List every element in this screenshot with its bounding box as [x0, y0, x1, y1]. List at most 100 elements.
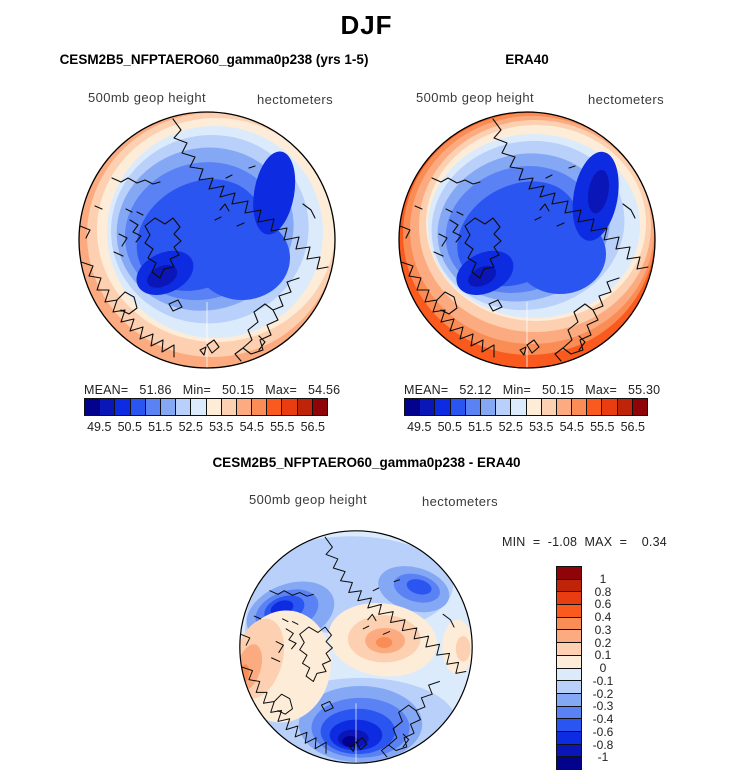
field-label-era40: 500mb geop height	[415, 90, 535, 105]
colorbar-segment	[190, 398, 207, 416]
contour-fills-model	[79, 112, 335, 368]
colorbar-tick-label: 56.5	[300, 420, 325, 434]
colorbar-tick-label: 56.5	[620, 420, 645, 434]
colorbar-tick-label: -0.4	[592, 712, 614, 726]
colorbar-tick-label: 53.5	[529, 420, 554, 434]
colorbar-tick-label: 0.6	[594, 597, 612, 612]
colorbar-segment	[556, 692, 582, 707]
colorbar-segment	[556, 616, 582, 631]
colorbar-segment	[434, 398, 451, 416]
colorbar-tick-label: 0.4	[594, 610, 612, 624]
colorbar-tick-label: 51.5	[148, 420, 173, 434]
field-label-diff: 500mb geop height	[248, 492, 368, 507]
map-rim	[78, 111, 336, 369]
colorbar-segment	[601, 398, 618, 416]
colorbar-segment	[556, 730, 582, 745]
colorbar-tick-label: -0.6	[592, 724, 614, 739]
map-diff	[239, 530, 473, 764]
colorbar-tick-label: 0.3	[594, 622, 612, 637]
colorbar-segment	[556, 566, 582, 580]
contour-fills-era40	[399, 112, 655, 368]
units-label-model: hectometers	[257, 92, 333, 107]
colorbar-tick-label: 50.5	[437, 420, 462, 434]
contour-fills-diff	[239, 530, 473, 764]
colorbar-segment	[571, 398, 588, 416]
colorbar-segment	[296, 398, 313, 416]
colorbar-segment	[251, 398, 268, 416]
colorbar-segment	[586, 398, 603, 416]
colorbar-diff	[556, 566, 582, 770]
colorbar-segment	[556, 705, 582, 720]
colorbar-era40	[404, 398, 648, 416]
colorbar-tick-label: 54.5	[559, 420, 584, 434]
colorbar-tick-label: 55.5	[270, 420, 295, 434]
colorbar-segment	[556, 756, 582, 770]
colorbar-segment	[525, 398, 542, 416]
field-label-model: 500mb geop height	[87, 90, 207, 105]
stats-line-model: MEAN= 51.86 Min= 50.15 Max= 54.56	[84, 383, 341, 397]
colorbar-segment	[479, 398, 497, 416]
colorbar-tick-label: 0	[599, 661, 607, 675]
colorbar-segment	[281, 398, 298, 416]
colorbar-tick-label: 53.5	[209, 420, 234, 434]
colorbar-segment	[404, 398, 421, 416]
panel-title-model: CESM2B5_NFPTAERO60_gamma0p238 (yrs 1-5)	[59, 52, 369, 67]
colorbar-segment	[175, 398, 192, 416]
colorbar-segment	[99, 398, 116, 416]
colorbar-tick-label: -0.2	[592, 686, 614, 701]
colorbar-segment	[235, 398, 253, 416]
colorbar-segment	[556, 743, 582, 758]
map-rim	[239, 530, 473, 764]
colorbar-ticks-model: 49.5 50.5 51.5 52.5 53.5 54.5 55.5 56.5	[84, 420, 328, 435]
colorbar-tick-label: 55.5	[590, 420, 615, 434]
colorbar-tick-label: 54.5	[239, 420, 264, 434]
stats-line-diff: MIN = -1.08 MAX = 0.34	[502, 535, 667, 549]
colorbar-segment	[114, 398, 131, 416]
season-title: DJF	[340, 10, 393, 40]
colorbar-segment	[419, 398, 436, 416]
colorbar-tick-label: 0.8	[594, 584, 612, 599]
colorbar-segment	[84, 398, 101, 416]
map-rim	[398, 111, 656, 369]
colorbar-tick-label: -0.3	[592, 699, 614, 714]
map-model	[78, 111, 336, 369]
colorbar-segment	[159, 398, 177, 416]
colorbar-model	[84, 398, 328, 416]
colorbar-segment	[129, 398, 146, 416]
stats-line-era40: MEAN= 52.12 Min= 50.15 Max= 55.30	[404, 383, 661, 397]
colorbar-segment	[556, 604, 582, 618]
colorbar-segment	[556, 629, 582, 644]
colorbar-tick-label: 0.2	[594, 635, 612, 650]
colorbar-segment	[616, 398, 633, 416]
panel-title-diff: CESM2B5_NFPTAERO60_gamma0p238 - ERA40	[212, 455, 521, 470]
colorbar-tick-label: 1	[599, 571, 607, 586]
colorbar-tick-label: 49.5	[87, 420, 112, 434]
colorbar-tick-label: 51.5	[468, 420, 493, 434]
colorbar-segment	[495, 398, 512, 416]
colorbar-tick-label: -1	[597, 750, 609, 765]
colorbar-segment	[556, 718, 582, 732]
colorbar-segment	[510, 398, 527, 416]
colorbar-segment	[464, 398, 481, 416]
colorbar-tick-label: 0.1	[594, 648, 612, 663]
colorbar-segment	[220, 398, 237, 416]
colorbar-segment	[556, 591, 582, 606]
colorbar-segment	[144, 398, 161, 416]
colorbar-segment	[205, 398, 222, 416]
units-label-era40: hectometers	[588, 92, 664, 107]
map-era40	[398, 111, 656, 369]
colorbar-segment	[311, 398, 328, 416]
colorbar-tick-label: 52.5	[178, 420, 203, 434]
colorbar-segment	[449, 398, 466, 416]
colorbar-tick-label: -0.8	[592, 737, 614, 752]
colorbar-tick-label: -0.1	[592, 673, 614, 688]
panel-title-era40: ERA40	[505, 52, 549, 67]
colorbar-segment	[540, 398, 557, 416]
units-label-diff: hectometers	[422, 494, 498, 509]
colorbar-segment	[556, 654, 582, 669]
colorbar-segment	[556, 680, 582, 694]
colorbar-segment	[266, 398, 283, 416]
colorbar-tick-label: 50.5	[117, 420, 142, 434]
colorbar-segment	[556, 667, 582, 682]
